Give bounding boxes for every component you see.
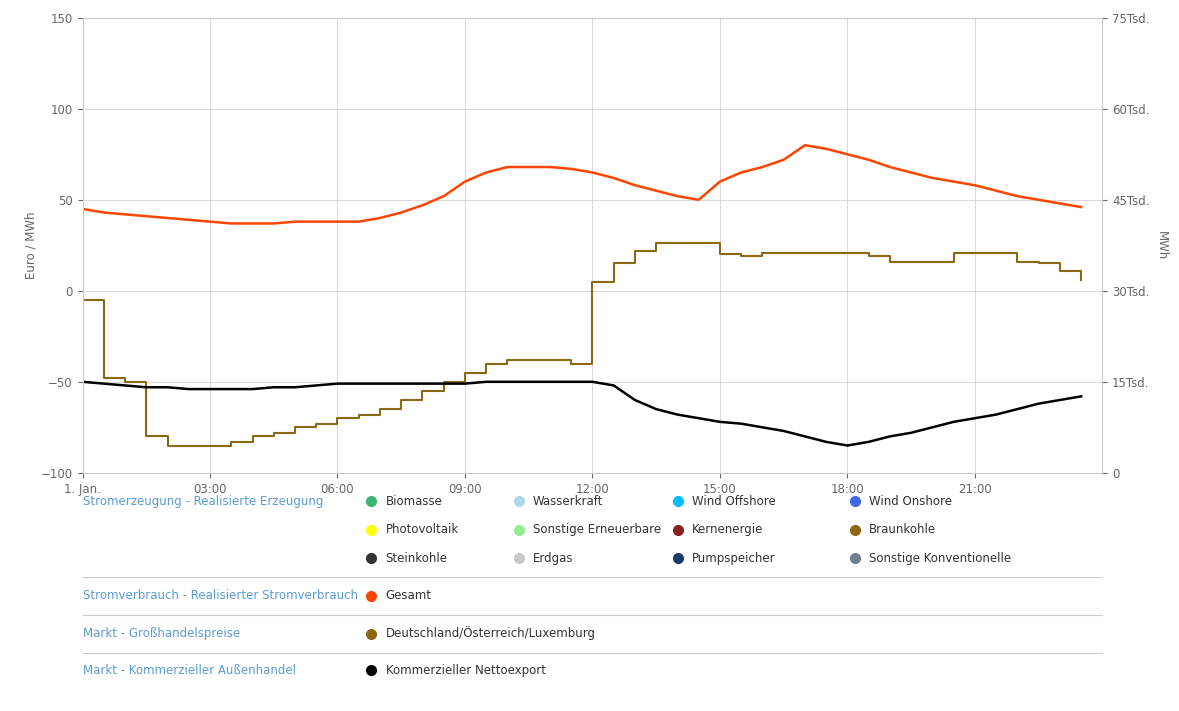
Text: Wasserkraft: Wasserkraft [533,495,604,508]
Text: Gesamt: Gesamt [386,589,432,602]
Text: Braunkohle: Braunkohle [869,523,936,536]
Text: Stromerzeugung - Realisierte Erzeugung: Stromerzeugung - Realisierte Erzeugung [83,495,323,508]
Text: Wind Offshore: Wind Offshore [692,495,776,508]
Y-axis label: MWh: MWh [1155,230,1168,260]
Text: Biomasse: Biomasse [386,495,442,508]
Text: Sonstige Konventionelle: Sonstige Konventionelle [869,552,1012,565]
Text: Markt - Kommerzieller Außenhandel: Markt - Kommerzieller Außenhandel [83,664,296,677]
Text: Deutschland/Österreich/Luxemburg: Deutschland/Österreich/Luxemburg [386,626,595,641]
Text: Markt - Großhandelspreise: Markt - Großhandelspreise [83,627,239,640]
Text: Photovoltaik: Photovoltaik [386,523,459,536]
Text: Stromverbrauch - Realisierter Stromverbrauch: Stromverbrauch - Realisierter Stromverbr… [83,589,357,602]
Text: Sonstige Erneuerbare: Sonstige Erneuerbare [533,523,661,536]
Text: Kernenergie: Kernenergie [692,523,764,536]
Y-axis label: Euro / MWh: Euro / MWh [25,212,38,279]
Text: Pumpspeicher: Pumpspeicher [692,552,776,565]
Text: Steinkohle: Steinkohle [386,552,448,565]
Text: Wind Onshore: Wind Onshore [869,495,951,508]
Text: Kommerzieller Nettoexport: Kommerzieller Nettoexport [386,664,546,677]
Text: Erdgas: Erdgas [533,552,573,565]
